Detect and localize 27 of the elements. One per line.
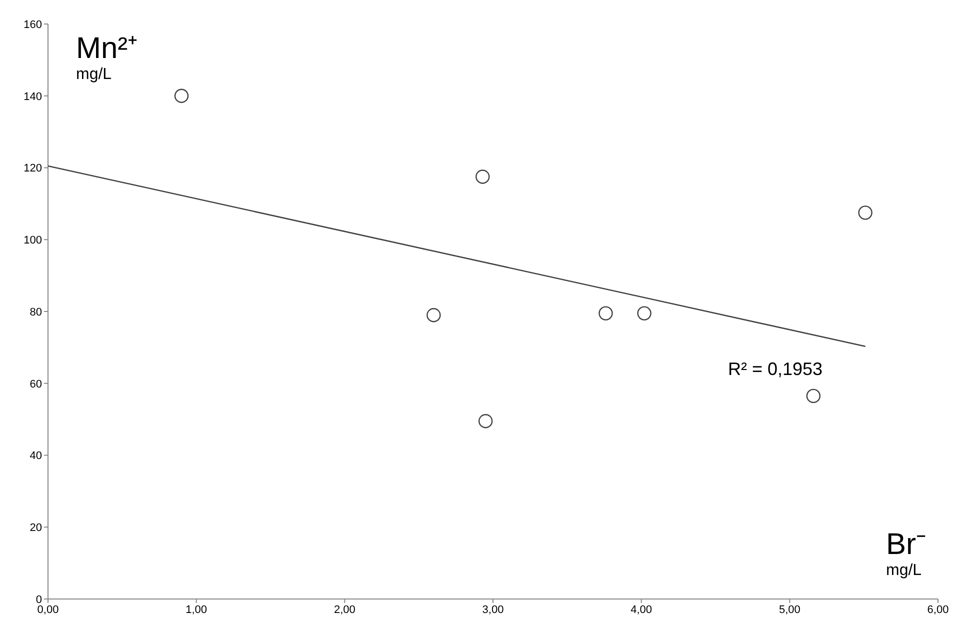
point bbox=[174, 88, 189, 103]
y-tick-label: 120 bbox=[24, 162, 42, 175]
point bbox=[476, 170, 490, 184]
y-tick-label: 60 bbox=[30, 378, 42, 390]
y-tick-label: 0 bbox=[36, 594, 42, 606]
x-tick-label: 4,00 bbox=[630, 604, 652, 616]
y-tick-label: 100 bbox=[24, 234, 42, 247]
y-tick-label: 160 bbox=[24, 18, 42, 31]
y-tick-label: 40 bbox=[30, 450, 42, 462]
x-tick-label: 6,00 bbox=[927, 604, 949, 616]
annotation: R² = 0,1953 bbox=[728, 359, 823, 380]
point bbox=[478, 414, 493, 428]
x-tick-label: 3,00 bbox=[482, 604, 504, 616]
point bbox=[806, 388, 820, 404]
x-tick-label: 0,00 bbox=[37, 604, 59, 616]
y-axis-title: Mn²⁺ mg/L bbox=[76, 32, 138, 84]
point bbox=[598, 306, 613, 320]
point bbox=[426, 308, 441, 322]
y-tick-label: 140 bbox=[24, 90, 42, 103]
x-tick-label: 5,00 bbox=[778, 604, 800, 616]
x-axis-title: Br⁻ mg/L bbox=[886, 528, 926, 580]
x-tick-label: 1,00 bbox=[186, 604, 208, 616]
x-tick-label: 2,00 bbox=[334, 604, 356, 616]
point bbox=[858, 206, 872, 220]
y-tick-label: 80 bbox=[30, 306, 42, 318]
point bbox=[637, 306, 652, 320]
y-tick-label: 20 bbox=[30, 522, 42, 534]
